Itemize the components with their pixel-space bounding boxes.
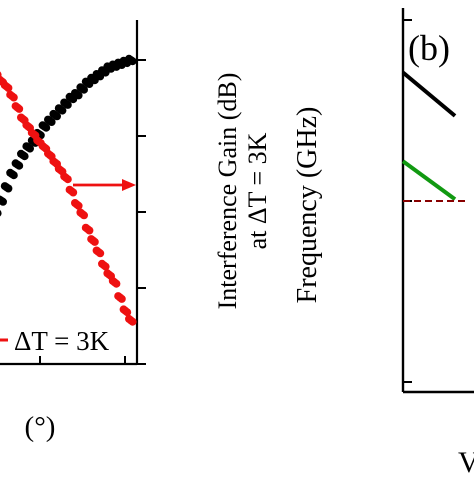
panel-a-series xyxy=(0,54,137,326)
red-series-point xyxy=(123,308,132,317)
black-series-point xyxy=(47,118,56,126)
panel-b: (b) Frequency (GHz) V xyxy=(292,8,474,479)
black-series-point xyxy=(4,184,13,193)
red-series-point xyxy=(96,249,105,258)
panel-b-series xyxy=(401,70,466,202)
red-series-point xyxy=(74,201,83,210)
panel-a: ΔT = 3K (°) Interference Gain (dB) at ΔT… xyxy=(0,20,272,443)
red-series-point xyxy=(128,317,137,326)
black-series-point xyxy=(58,106,67,115)
black-series-point xyxy=(128,57,137,66)
legend: ΔT = 3K xyxy=(0,326,110,356)
black-series-point xyxy=(26,144,34,153)
panel-b-label: (b) xyxy=(408,28,450,68)
black-series-point xyxy=(80,85,88,94)
red-series-point xyxy=(9,93,18,102)
red-series-point xyxy=(112,279,121,288)
black-series-point xyxy=(53,112,61,121)
black-series-point xyxy=(9,171,18,180)
legend-label: ΔT = 3K xyxy=(14,326,110,356)
panel-a-x-label: (°) xyxy=(25,411,56,443)
panel-a-x-ticks xyxy=(39,356,126,364)
panel-b-series-line xyxy=(401,159,457,201)
black-series-point xyxy=(74,91,83,100)
red-series-point xyxy=(63,175,72,184)
red-series-point xyxy=(4,84,13,92)
red-series-point xyxy=(69,188,78,197)
black-series-point xyxy=(42,123,51,132)
black-series-point xyxy=(20,152,29,161)
black-series-point xyxy=(0,210,2,217)
red-series-point xyxy=(85,226,94,235)
panel-b-y-label: Frequency (GHz) xyxy=(292,107,323,304)
black-series-point xyxy=(0,197,7,206)
red-series-point xyxy=(15,104,24,113)
annotation-arrow-head xyxy=(122,179,136,191)
panel-b-x-label: V xyxy=(458,446,474,474)
red-series-point xyxy=(80,211,88,220)
red-series-point xyxy=(90,237,99,246)
red-series-point xyxy=(117,294,126,303)
panel-a-right-y-ticks xyxy=(137,59,146,365)
black-series-point xyxy=(63,100,72,109)
red-series-point xyxy=(101,262,110,271)
panel-a-y2-label-line2: at ΔT = 3K xyxy=(243,132,272,249)
black-series-point xyxy=(15,161,24,170)
panel-b-series-line xyxy=(401,70,457,118)
panel-a-y2-label-line1: Interference Gain (dB) xyxy=(213,73,242,310)
